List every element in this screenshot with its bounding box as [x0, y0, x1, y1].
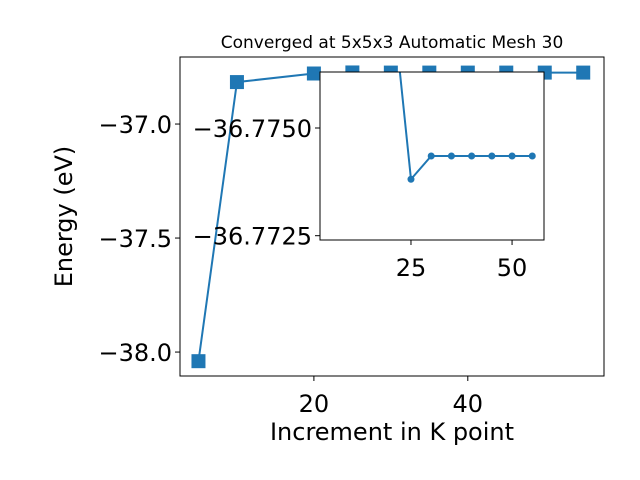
- y-axis-label: Energy (eV): [50, 146, 78, 288]
- marker: [508, 152, 516, 160]
- x-tick-label: 20: [299, 390, 330, 418]
- marker: [229, 75, 244, 90]
- marker: [427, 152, 435, 160]
- x-axis-label: Increment in K point: [270, 418, 514, 446]
- y-tick-label: −37.5: [98, 225, 172, 253]
- y-tick-label: −37.0: [98, 111, 172, 139]
- axes-frame: [319, 71, 545, 241]
- marker: [468, 152, 476, 160]
- y-tick-label: −36.7725: [193, 223, 312, 251]
- x-tick-label: 50: [497, 254, 528, 282]
- y-tick-label: −38.0: [98, 339, 172, 367]
- marker: [488, 152, 496, 160]
- axes-frame: [179, 56, 605, 377]
- marker: [407, 175, 415, 183]
- marker: [447, 152, 455, 160]
- marker: [528, 152, 536, 160]
- y-tick-label: −36.7750: [193, 115, 312, 143]
- chart-title: Converged at 5x5x3 Automatic Mesh 30: [221, 33, 564, 53]
- series: [398, 72, 536, 183]
- inset-axes: 25 50 −36.7725 −36.7750: [193, 71, 545, 282]
- marker: [306, 66, 321, 81]
- x-tick-label: 40: [453, 390, 484, 418]
- marker: [576, 65, 591, 80]
- marker: [191, 354, 206, 369]
- x-tick-label: 25: [396, 254, 427, 282]
